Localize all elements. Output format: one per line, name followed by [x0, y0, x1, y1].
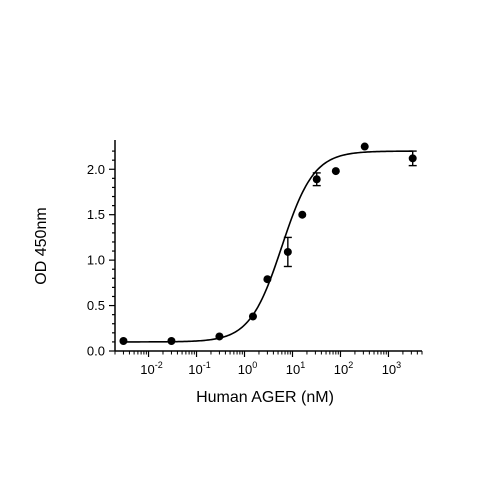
x-tick-base: 10 [382, 362, 396, 377]
x-tick-label: 101 [286, 360, 305, 377]
axes [109, 140, 423, 357]
data-point [360, 142, 369, 151]
x-tick-exponent: 3 [396, 360, 401, 370]
x-axis-title: Human AGER (nM) [196, 389, 334, 406]
x-tick-base: 10 [238, 362, 252, 377]
x-tick-base: 10 [286, 362, 300, 377]
x-tick-exponent: 2 [348, 360, 353, 370]
y-axis-title: OD 450nm [33, 207, 50, 284]
x-tick-label: 103 [382, 360, 401, 377]
x-tick-label: 10-1 [188, 360, 210, 377]
y-tick-label: 2.0 [87, 162, 105, 177]
x-tick-exponent: -1 [203, 360, 211, 370]
y-tick-label: 0.5 [87, 298, 105, 313]
x-tick-label: 10-2 [140, 360, 162, 377]
tick-labels: 0.00.51.01.52.010-2 10-1 100 101 102 103 [87, 162, 401, 377]
data-point [215, 332, 224, 341]
y-tick-label: 1.0 [87, 253, 105, 268]
x-tick-exponent: -2 [155, 360, 163, 370]
data-point [331, 167, 340, 176]
x-tick-base: 10 [188, 362, 202, 377]
x-tick-label: 100 [238, 360, 257, 377]
x-tick-label: 102 [334, 360, 353, 377]
data-point [283, 247, 292, 256]
x-tick-base: 10 [140, 362, 154, 377]
y-tick-label: 1.5 [87, 207, 105, 222]
data-point [119, 337, 128, 346]
data-point [263, 275, 272, 284]
x-tick-exponent: 0 [252, 360, 257, 370]
data-point [312, 175, 321, 184]
fit-curve [123, 150, 413, 343]
y-tick-label: 0.0 [87, 344, 105, 359]
data-points [119, 142, 417, 346]
data-point [298, 210, 307, 219]
data-point [248, 312, 257, 321]
data-point [408, 154, 417, 163]
data-point [167, 337, 176, 346]
x-tick-base: 10 [334, 362, 348, 377]
x-tick-exponent: 1 [300, 360, 305, 370]
